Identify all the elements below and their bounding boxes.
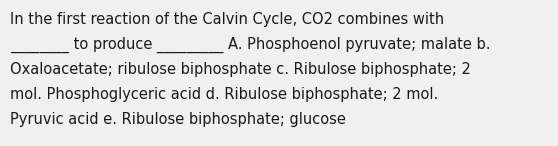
Text: mol. Phosphoglyceric acid d. Ribulose biphosphate; 2 mol.: mol. Phosphoglyceric acid d. Ribulose bi…: [10, 87, 438, 102]
Text: Pyruvic acid e. Ribulose biphosphate; glucose: Pyruvic acid e. Ribulose biphosphate; gl…: [10, 112, 346, 127]
Text: ________ to produce _________ A. Phosphoenol pyruvate; malate b.: ________ to produce _________ A. Phospho…: [10, 37, 490, 53]
Text: In the first reaction of the Calvin Cycle, CO2 combines with: In the first reaction of the Calvin Cycl…: [10, 12, 444, 27]
Text: Oxaloacetate; ribulose biphosphate c. Ribulose biphosphate; 2: Oxaloacetate; ribulose biphosphate c. Ri…: [10, 62, 471, 77]
